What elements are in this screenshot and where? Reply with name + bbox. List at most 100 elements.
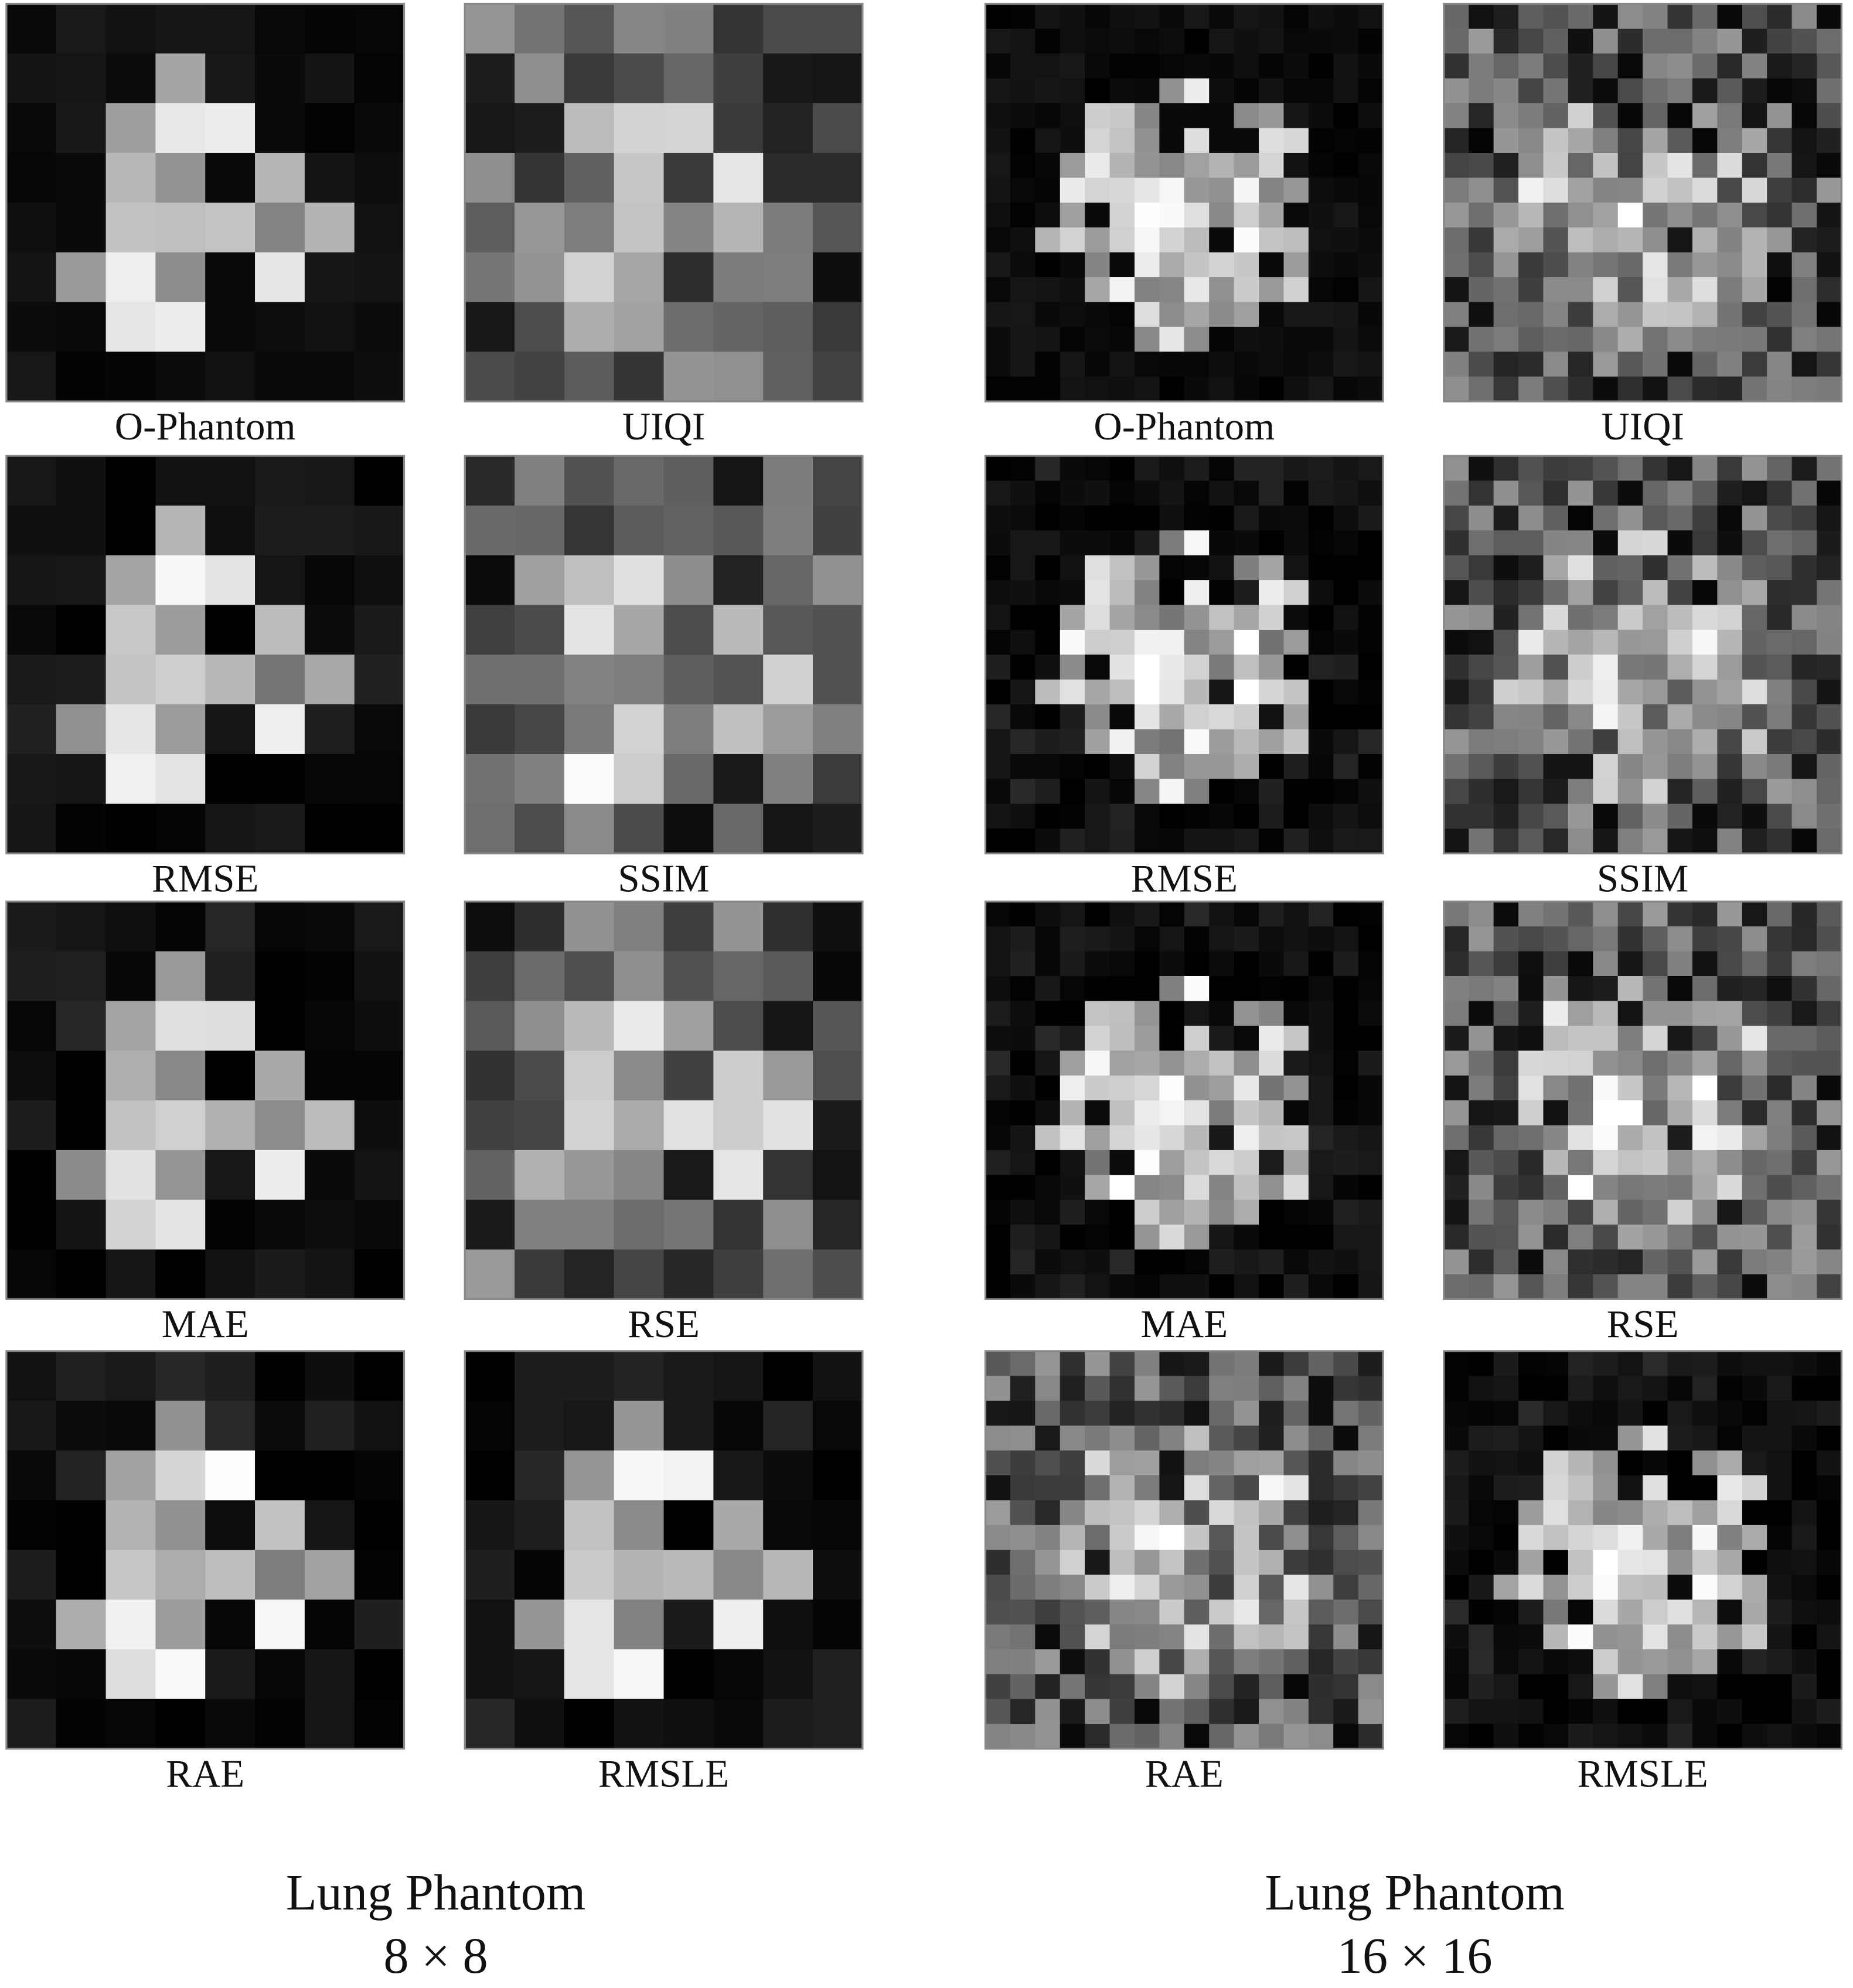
pixel — [1159, 779, 1185, 804]
pixel — [6, 505, 57, 556]
pixel — [1643, 178, 1668, 203]
pixel — [1109, 1450, 1135, 1476]
pixel — [1184, 779, 1210, 804]
pixel — [1159, 202, 1185, 229]
pixel — [465, 456, 515, 506]
pixel — [1692, 1351, 1718, 1377]
pixel — [1085, 202, 1111, 229]
pixel — [1035, 103, 1061, 129]
pixel — [663, 103, 714, 154]
pixel — [1184, 376, 1210, 402]
pixel — [1469, 252, 1494, 278]
pixel — [1817, 277, 1842, 303]
pixel — [1134, 326, 1160, 353]
pixel — [1184, 456, 1210, 482]
pixel — [1283, 1075, 1309, 1101]
pixel — [1469, 1574, 1494, 1600]
pixel — [205, 704, 256, 755]
pixel — [1767, 505, 1793, 531]
pixel — [56, 1199, 107, 1250]
pixel — [1035, 828, 1061, 854]
pixel — [1518, 28, 1544, 54]
pixel — [1333, 480, 1359, 506]
pixel — [255, 1351, 305, 1402]
pixel — [1593, 976, 1619, 1002]
pixel — [1593, 28, 1619, 54]
pixel — [1184, 152, 1210, 179]
pixel — [1134, 1100, 1160, 1126]
pixel — [1010, 1249, 1036, 1275]
pixel — [1234, 302, 1259, 328]
pixel — [1443, 1001, 1470, 1027]
pixel — [1085, 1150, 1111, 1176]
pixel — [1717, 1426, 1743, 1451]
pixel — [1358, 1249, 1384, 1275]
pixel — [1643, 1376, 1668, 1402]
pixel — [1593, 202, 1619, 229]
pixel — [1134, 28, 1160, 54]
pixel — [1134, 1001, 1160, 1027]
pixel — [1667, 629, 1693, 656]
pixel — [1035, 1175, 1061, 1201]
pixel — [1791, 1699, 1817, 1724]
pixel — [1209, 729, 1235, 755]
pixel — [1667, 1025, 1693, 1052]
pixel — [1085, 456, 1111, 482]
pixel — [1443, 1500, 1470, 1526]
pixel — [1493, 78, 1519, 104]
pixel — [985, 753, 1011, 780]
pixel — [1035, 326, 1061, 353]
pixel — [1134, 803, 1160, 830]
pixel — [1493, 376, 1519, 402]
pixel — [1493, 1249, 1519, 1275]
pixel — [713, 456, 764, 506]
pixel — [1109, 901, 1135, 927]
pixel — [155, 1150, 206, 1201]
pixel — [1543, 1025, 1569, 1052]
panel-border — [984, 1350, 1384, 1750]
pixel — [763, 53, 813, 104]
pixel — [1060, 505, 1086, 531]
pixel — [1643, 53, 1668, 79]
pixel — [1593, 1249, 1619, 1275]
image-panel — [984, 901, 1384, 1300]
pixel — [1159, 901, 1185, 927]
pixel — [1568, 1525, 1594, 1551]
pixel — [1568, 1500, 1594, 1526]
pixel — [1209, 28, 1235, 54]
pixel — [6, 1100, 57, 1151]
pixel — [985, 1400, 1011, 1427]
pixel — [763, 1699, 813, 1750]
pixel — [1518, 1249, 1544, 1275]
pixel — [1085, 1249, 1111, 1275]
pixel — [1742, 1274, 1768, 1300]
pixel — [1035, 28, 1061, 54]
pixel — [304, 1699, 355, 1750]
panel-label: RAE — [166, 1752, 244, 1795]
pixel — [1259, 456, 1285, 482]
pixel — [985, 352, 1011, 377]
pixel — [1667, 1475, 1693, 1501]
pixel — [1667, 1699, 1693, 1724]
pixel — [1543, 1550, 1569, 1576]
pixel — [1358, 976, 1384, 1002]
pixel — [205, 1699, 256, 1750]
pixel — [1060, 202, 1086, 229]
pixel — [205, 1001, 256, 1052]
image-panel — [5, 1350, 406, 1750]
pixel — [155, 1649, 206, 1700]
pixel — [1817, 227, 1842, 253]
pixel — [1817, 152, 1842, 179]
pixel — [1443, 1574, 1470, 1600]
pixel — [1209, 605, 1235, 630]
pixel — [663, 1699, 714, 1750]
pixel — [105, 605, 156, 656]
pixel — [1717, 128, 1743, 154]
pixel — [1817, 252, 1842, 278]
pixel — [1085, 1624, 1111, 1650]
pixel — [1283, 605, 1309, 630]
pixel — [155, 152, 206, 203]
pixel — [205, 1450, 256, 1501]
pixel — [1742, 1075, 1768, 1101]
pixel — [1109, 1100, 1135, 1126]
